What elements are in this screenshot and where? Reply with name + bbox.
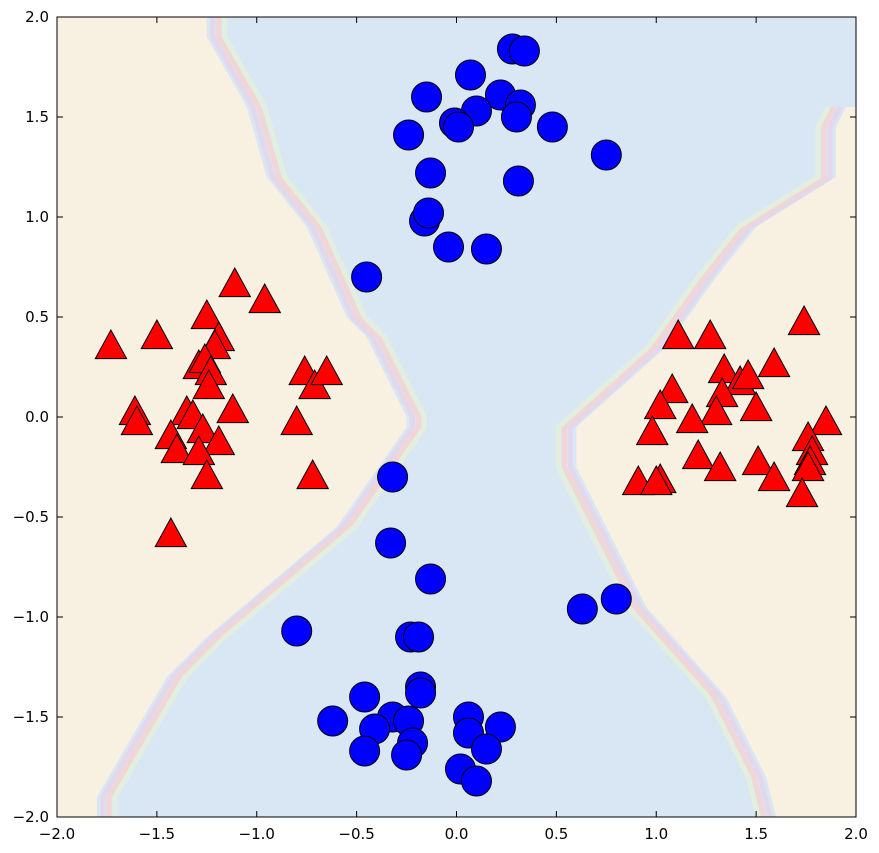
triangle-point bbox=[216, 392, 250, 424]
triangle-point bbox=[661, 318, 695, 350]
circle-point bbox=[403, 621, 435, 653]
triangle-point bbox=[757, 460, 791, 492]
x-tick-label: 0.0 bbox=[445, 825, 469, 843]
triangle-point bbox=[202, 424, 236, 456]
triangle-point bbox=[693, 318, 727, 350]
triangle-point bbox=[785, 476, 819, 508]
circle-point bbox=[393, 119, 425, 151]
triangle-point bbox=[675, 402, 709, 434]
triangle-point bbox=[791, 450, 825, 482]
triangle-point bbox=[655, 372, 689, 404]
circle-point bbox=[502, 165, 534, 197]
circle-point bbox=[454, 59, 486, 91]
contour-left-1 bbox=[106, 17, 422, 817]
circle-point bbox=[484, 711, 516, 743]
triangle-point bbox=[120, 404, 154, 436]
x-tick-label: 2.0 bbox=[844, 825, 868, 843]
triangle-point bbox=[310, 354, 344, 386]
triangle-point bbox=[809, 404, 843, 436]
circle-point bbox=[460, 765, 492, 797]
triangle-point bbox=[94, 328, 128, 360]
x-tick-label: −2.0 bbox=[39, 825, 75, 843]
triangle-point bbox=[739, 390, 773, 422]
triangle-point bbox=[681, 438, 715, 470]
circle-point bbox=[413, 197, 445, 229]
circle-point bbox=[590, 139, 622, 171]
y-tick-label: 1.5 bbox=[25, 108, 49, 126]
x-tick-label: 0.5 bbox=[544, 825, 568, 843]
circle-point bbox=[508, 35, 540, 67]
y-tick-label: −1.5 bbox=[13, 708, 49, 726]
triangle-point bbox=[248, 282, 282, 314]
triangle-point bbox=[218, 266, 252, 298]
circle-point bbox=[415, 157, 447, 189]
y-tick-label: 2.0 bbox=[25, 8, 49, 26]
triangle-point bbox=[787, 304, 821, 336]
triangle-point bbox=[741, 444, 775, 476]
x-tick-label: −0.5 bbox=[338, 825, 374, 843]
contour-left-0 bbox=[100, 17, 416, 817]
y-tick-label: −1.0 bbox=[13, 608, 49, 626]
circle-point bbox=[349, 681, 381, 713]
y-tick-label: −0.5 bbox=[13, 508, 49, 526]
circle-point bbox=[391, 739, 423, 771]
x-tick-label: −1.5 bbox=[139, 825, 175, 843]
circle-point bbox=[411, 81, 443, 113]
contour-right-2 bbox=[555, 105, 831, 817]
y-tick-label: 0.0 bbox=[25, 408, 49, 426]
circle-point bbox=[405, 677, 437, 709]
x-tick-label: 1.5 bbox=[744, 825, 768, 843]
y-tick-label: 0.5 bbox=[25, 308, 49, 326]
circle-point bbox=[281, 615, 313, 647]
triangle-point bbox=[635, 414, 669, 446]
circle-point bbox=[375, 527, 407, 559]
triangle-point bbox=[190, 458, 224, 490]
contour-left-2 bbox=[112, 17, 428, 817]
triangle-point bbox=[182, 434, 216, 466]
triangle-point bbox=[192, 368, 226, 400]
triangle-point bbox=[703, 450, 737, 482]
triangle-point bbox=[643, 388, 677, 420]
circle-point bbox=[351, 261, 383, 293]
triangle-point bbox=[190, 298, 224, 330]
data-points bbox=[94, 33, 843, 797]
circle-point bbox=[317, 705, 349, 737]
circle-point bbox=[536, 111, 568, 143]
circle-point bbox=[349, 735, 381, 767]
circle-point bbox=[600, 583, 632, 615]
triangle-point bbox=[731, 358, 765, 390]
circle-point bbox=[470, 233, 502, 265]
x-tick-label: 1.0 bbox=[644, 825, 668, 843]
circle-point bbox=[500, 101, 532, 133]
y-tick-label: −2.0 bbox=[13, 808, 49, 826]
triangle-point bbox=[280, 404, 314, 436]
axes: −2.0 −1.5 −1.0 −0.5 0.0 0.5 1.0 1.5 2.0 −2.0 −1.5 −… bbox=[13, 8, 868, 843]
circle-point bbox=[470, 733, 502, 765]
contour-right-1 bbox=[561, 105, 837, 817]
triangle-point bbox=[639, 464, 673, 496]
triangle-point bbox=[296, 458, 330, 490]
x-tick-label: −1.0 bbox=[239, 825, 275, 843]
triangle-point bbox=[140, 318, 174, 350]
triangle-point bbox=[160, 432, 194, 464]
contour-right-0 bbox=[567, 105, 843, 817]
circle-point bbox=[433, 231, 465, 263]
triangle-point bbox=[757, 346, 791, 378]
circle-point bbox=[442, 111, 474, 143]
y-tick-label: 1.0 bbox=[25, 208, 49, 226]
triangle-point bbox=[154, 516, 188, 548]
triangle-point bbox=[699, 394, 733, 426]
circle-point bbox=[566, 593, 598, 625]
circle-point bbox=[415, 563, 447, 595]
circle-point bbox=[377, 461, 409, 493]
